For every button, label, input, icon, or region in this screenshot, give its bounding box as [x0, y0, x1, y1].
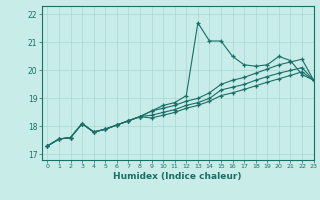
X-axis label: Humidex (Indice chaleur): Humidex (Indice chaleur)	[113, 172, 242, 181]
